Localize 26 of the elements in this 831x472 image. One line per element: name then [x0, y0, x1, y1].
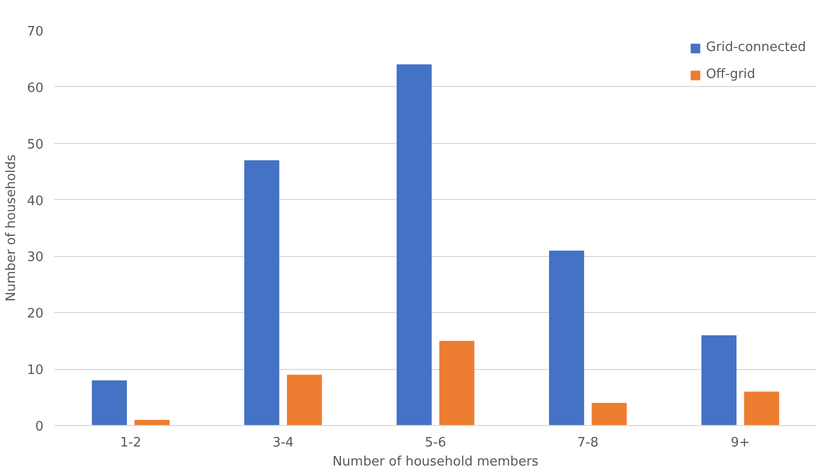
bar — [396, 64, 432, 426]
legend-label: Grid-connected — [706, 40, 806, 55]
y-tick-label: 50 — [26, 137, 44, 152]
y-tick-label: 70 — [26, 24, 44, 40]
y-axis-title: Number of households — [4, 154, 19, 302]
x-axis-title: Number of household members — [332, 454, 539, 470]
bar — [549, 250, 584, 426]
bar — [92, 380, 127, 426]
bar — [744, 392, 780, 426]
y-tick-label: 30 — [26, 250, 44, 266]
x-tick-label: 5-6 — [424, 436, 446, 450]
y-tick-label: 10 — [26, 363, 44, 378]
y-tick-label: 20 — [26, 306, 44, 322]
x-tick-label: 1-2 — [120, 436, 142, 450]
x-tick-label: 7-8 — [577, 436, 599, 450]
bar — [439, 340, 474, 426]
y-tick-label: 40 — [26, 194, 44, 209]
bar — [286, 374, 322, 426]
bar — [592, 402, 627, 426]
bar — [244, 160, 280, 426]
x-tick-label: 3-4 — [272, 436, 294, 450]
bar — [701, 335, 736, 426]
y-tick-label: 0 — [35, 420, 44, 434]
x-tick-label: 9+ — [730, 436, 750, 450]
legend-label: Off-grid — [706, 67, 756, 82]
y-tick-label: 60 — [26, 80, 44, 96]
